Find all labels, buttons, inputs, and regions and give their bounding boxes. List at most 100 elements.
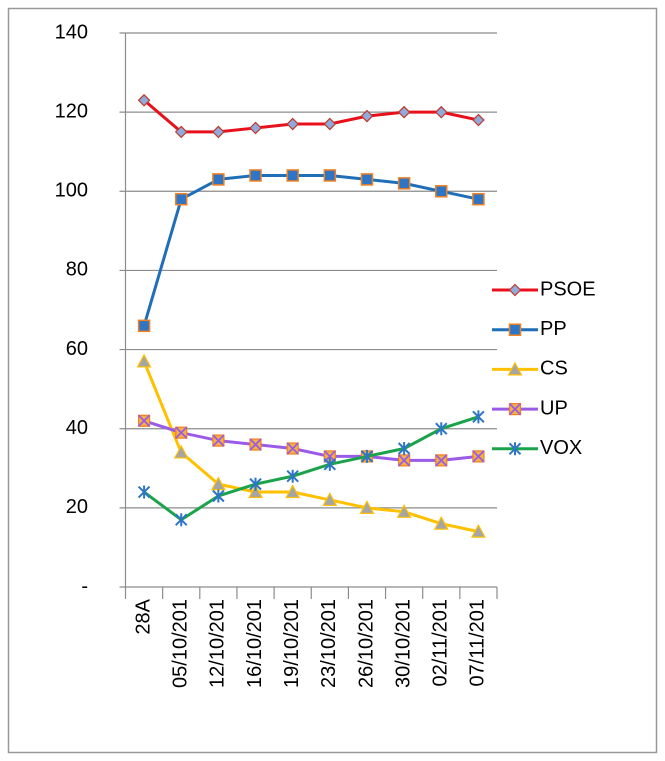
y-tick-label: 120 bbox=[55, 100, 88, 122]
marker-shape bbox=[248, 484, 264, 499]
data-point bbox=[137, 93, 151, 107]
marker-shape bbox=[472, 192, 485, 206]
marker-shape bbox=[508, 323, 522, 336]
data-point bbox=[136, 353, 152, 368]
marker-shape bbox=[397, 177, 411, 190]
marker-shape bbox=[285, 484, 301, 499]
marker-shape bbox=[212, 489, 225, 503]
data-point bbox=[323, 457, 337, 471]
y-tick-label: 60 bbox=[66, 338, 88, 360]
marker-shape bbox=[470, 523, 486, 538]
data-point bbox=[472, 113, 485, 127]
x-tick-label: 07/11/201 bbox=[467, 599, 489, 687]
data-point bbox=[173, 444, 189, 459]
data-point bbox=[360, 173, 374, 186]
data-point bbox=[359, 500, 375, 514]
data-point bbox=[249, 477, 262, 491]
data-point bbox=[137, 485, 151, 499]
data-point bbox=[286, 117, 300, 131]
data-point bbox=[249, 438, 262, 451]
data-point bbox=[472, 192, 485, 206]
y-tick-label: - bbox=[81, 575, 88, 597]
marker-shape bbox=[508, 402, 522, 416]
series-line bbox=[143, 415, 479, 522]
series-line bbox=[142, 360, 479, 534]
x-tick-label: 05/10/201 bbox=[170, 599, 192, 688]
data-point bbox=[249, 121, 262, 135]
data-point bbox=[174, 192, 188, 206]
legend-label: CS bbox=[540, 358, 568, 380]
x-tick-label: 26/10/201 bbox=[355, 599, 377, 688]
series-line bbox=[143, 99, 479, 134]
legend-marker bbox=[508, 442, 522, 456]
marker-shape bbox=[137, 93, 151, 107]
marker-shape bbox=[136, 353, 152, 368]
data-point bbox=[322, 492, 338, 507]
marker-shape bbox=[212, 434, 225, 447]
data-point bbox=[286, 442, 299, 455]
marker-shape bbox=[433, 515, 449, 530]
marker-shape bbox=[286, 442, 299, 455]
marker-shape bbox=[397, 105, 411, 119]
data-point bbox=[397, 442, 411, 455]
data-point bbox=[360, 449, 374, 463]
x-tick-label: 02/11/201 bbox=[430, 599, 452, 687]
marker-shape bbox=[137, 319, 151, 333]
legend-label: VOX bbox=[540, 437, 582, 459]
marker-shape bbox=[435, 422, 448, 436]
data-point bbox=[434, 105, 448, 119]
marker-shape bbox=[174, 125, 188, 139]
data-point bbox=[285, 484, 301, 499]
marker-shape bbox=[249, 438, 262, 451]
marker-shape bbox=[323, 457, 337, 471]
marker-shape bbox=[249, 121, 262, 135]
data-point bbox=[472, 410, 485, 424]
data-point bbox=[397, 105, 411, 119]
data-point bbox=[175, 513, 188, 527]
marker-shape bbox=[174, 192, 188, 206]
x-tick-label: 23/10/201 bbox=[318, 599, 340, 688]
marker-shape bbox=[397, 454, 411, 467]
data-point bbox=[435, 422, 448, 436]
marker-shape bbox=[508, 283, 522, 297]
data-point bbox=[248, 484, 264, 499]
legend-label: UP bbox=[540, 397, 568, 419]
legend-label: PP bbox=[540, 318, 567, 340]
legend-marker bbox=[508, 323, 522, 336]
marker-shape bbox=[360, 109, 374, 123]
marker-shape bbox=[435, 454, 448, 467]
data-point bbox=[470, 523, 486, 538]
marker-shape bbox=[360, 173, 374, 186]
x-tick-label: 28A bbox=[132, 598, 154, 634]
data-point bbox=[397, 454, 411, 467]
marker-shape bbox=[472, 450, 485, 463]
legend-marker bbox=[508, 283, 522, 297]
x-tick-label: 30/10/201 bbox=[392, 599, 414, 688]
series-line bbox=[142, 173, 479, 327]
data-point bbox=[360, 109, 374, 123]
data-point bbox=[323, 169, 337, 182]
marker-shape bbox=[323, 117, 337, 131]
y-tick-label: 80 bbox=[66, 259, 88, 281]
data-point bbox=[137, 414, 151, 427]
marker-shape bbox=[472, 113, 485, 127]
x-tick-label: 12/10/201 bbox=[207, 599, 229, 688]
marker-shape bbox=[507, 361, 523, 376]
marker-shape bbox=[175, 513, 188, 527]
marker-shape bbox=[508, 442, 522, 456]
marker-shape bbox=[212, 173, 225, 186]
data-point bbox=[286, 169, 299, 182]
x-tick-label: 19/10/201 bbox=[281, 599, 303, 688]
marker-shape bbox=[397, 442, 411, 455]
marker-shape bbox=[323, 169, 337, 182]
marker-shape bbox=[286, 169, 299, 182]
data-point bbox=[212, 173, 225, 186]
data-point bbox=[212, 125, 225, 139]
data-point bbox=[435, 185, 448, 198]
y-tick-label: 140 bbox=[55, 21, 88, 43]
marker-shape bbox=[360, 449, 374, 463]
marker-shape bbox=[249, 477, 262, 491]
marker-shape bbox=[175, 426, 188, 439]
marker-shape bbox=[286, 117, 300, 131]
marker-shape bbox=[137, 414, 151, 427]
